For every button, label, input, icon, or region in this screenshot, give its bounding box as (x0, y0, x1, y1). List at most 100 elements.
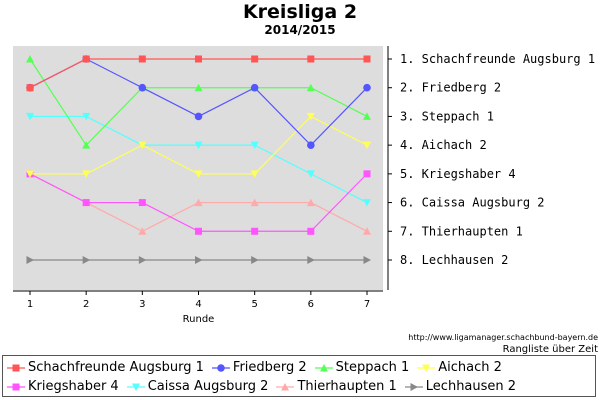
data-point (194, 141, 203, 150)
data-point (250, 198, 259, 207)
chart-caption: Rangliste über Zeit (502, 344, 598, 355)
data-point (195, 227, 202, 235)
data-point (26, 170, 34, 178)
legend-swatch (126, 383, 145, 391)
rank-label: 4. Aichach 2 (400, 138, 487, 152)
plot-area (13, 46, 383, 290)
legend-swatch (276, 382, 295, 390)
rank-label: 3. Steppach 1 (400, 109, 494, 123)
data-point (194, 170, 203, 178)
chart-subtitle: 2014/2015 (264, 23, 336, 37)
legend-swatch (7, 383, 25, 390)
legend-marker (281, 382, 290, 390)
data-point (138, 256, 147, 264)
data-point (250, 141, 259, 150)
data-point (138, 55, 146, 63)
data-point (306, 170, 315, 178)
rank-label: 1. Schachfreunde Augsburg 1 (400, 52, 595, 66)
series-aichach-2 (26, 112, 371, 178)
legend-swatch (211, 363, 230, 372)
chart-legend: Schachfreunde Augsburg 1 Friedberg 2 Stepp… (2, 355, 596, 397)
legend-item: Steppach 1 (314, 358, 410, 377)
rank-label: 2. Friedberg 2 (400, 81, 501, 95)
data-point (363, 256, 371, 264)
rank-label: 7. Thierhaupten 1 (400, 224, 523, 238)
data-point (26, 55, 34, 63)
x-axis-label: Runde (183, 314, 215, 325)
data-point (82, 55, 90, 63)
source-url: http://www.ligamanager.schachbund-bayern… (408, 333, 598, 342)
x-tick-label: 5 (251, 299, 257, 310)
legend-marker (131, 383, 140, 391)
x-tick-label: 1 (27, 299, 33, 310)
data-point (82, 170, 91, 178)
legend-marker (422, 364, 431, 372)
data-point (194, 112, 203, 121)
data-point (306, 83, 315, 92)
data-point (307, 141, 315, 149)
legend-item: Schachfreunde Augsburg 1 (7, 358, 204, 377)
data-point (194, 198, 203, 207)
legend-item: Caissa Augsburg 2 (126, 377, 269, 396)
data-point (26, 256, 34, 264)
data-point (306, 112, 315, 121)
data-point (250, 170, 259, 178)
data-point (251, 256, 259, 264)
data-point (363, 170, 371, 178)
data-point (138, 83, 147, 92)
legend-marker (12, 383, 20, 390)
legend-item: Lechhausen 2 (404, 377, 517, 396)
data-point (307, 256, 315, 264)
rank-label: 6. Caissa Augsburg 2 (400, 196, 545, 210)
data-point (194, 83, 203, 92)
data-point (363, 112, 371, 120)
legend-swatch (417, 364, 436, 372)
data-point (307, 227, 315, 235)
rank-label: 5. Kriegshaber 4 (400, 167, 516, 181)
data-point (195, 55, 202, 63)
x-tick-label: 3 (139, 299, 145, 310)
data-point (138, 141, 147, 150)
legend-item: Thierhaupten 1 (276, 377, 397, 396)
data-point (363, 83, 371, 92)
data-point (195, 256, 203, 264)
chart-title: Kreisliga 2 (242, 1, 358, 23)
legend-swatch (314, 363, 333, 371)
legend-marker (410, 382, 418, 391)
legend-label: Steppach 1 (335, 360, 410, 375)
data-point (363, 55, 371, 63)
rank-label: 8. Lechhausen 2 (400, 253, 508, 267)
legend-item: Kriegshaber 4 (7, 377, 119, 396)
x-tick-label: 2 (83, 299, 89, 310)
legend-marker (319, 363, 328, 371)
data-point (82, 256, 91, 264)
legend-label: Lechhausen 2 (425, 379, 517, 394)
legend-swatch (404, 382, 423, 391)
legend-label: Caissa Augsburg 2 (147, 379, 269, 394)
data-point (251, 55, 259, 63)
legend-label: Thierhaupten 1 (297, 379, 397, 394)
data-point (82, 199, 90, 207)
data-point (26, 84, 34, 92)
data-point (250, 83, 259, 92)
series-schachfreunde-augsburg-1 (26, 55, 371, 92)
data-point (82, 141, 91, 149)
x-tick-label: 7 (364, 299, 370, 310)
legend-swatch (7, 364, 25, 371)
legend-label: Schachfreunde Augsburg 1 (28, 360, 204, 375)
data-point (138, 227, 147, 235)
data-point (26, 112, 34, 121)
legend-marker (12, 364, 20, 371)
legend-label: Kriegshaber 4 (28, 379, 119, 394)
data-point (307, 55, 315, 63)
data-point (251, 227, 259, 235)
data-point (363, 199, 371, 207)
legend-label: Friedberg 2 (232, 360, 307, 375)
x-tick-label: 4 (195, 299, 201, 310)
data-point (82, 112, 91, 121)
legend-item: Friedberg 2 (211, 358, 307, 377)
legend-marker (217, 363, 225, 372)
data-point (138, 199, 146, 207)
line-chart: 1 2 3 4 5 6 7 Runde 1. Schachfreunde Augsburg 1 2… (13, 46, 595, 325)
data-point (363, 141, 371, 150)
